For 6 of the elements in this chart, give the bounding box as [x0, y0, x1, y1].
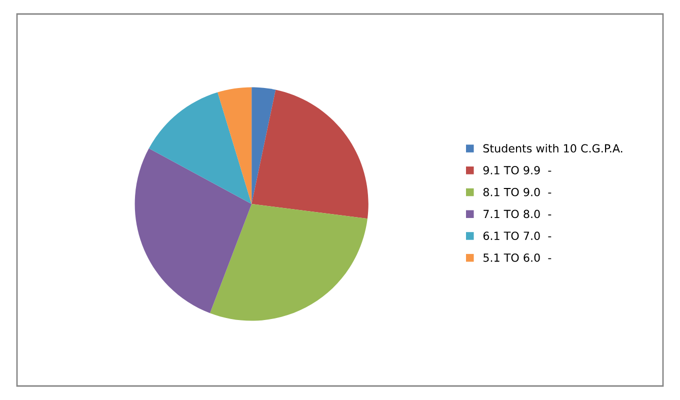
legend-label: 8.1 TO 9.0 - [483, 188, 552, 196]
legend-label: 6.1 TO 7.0 - [483, 232, 552, 240]
legend-label: 7.1 TO 8.0 - [484, 210, 552, 218]
legend-label: 9.1 TO 9.9 - [483, 166, 552, 174]
legend-label: 5.1 TO 6.0 - [484, 253, 552, 262]
legend-label: Students with 10 C.G.P.A. [483, 144, 622, 153]
